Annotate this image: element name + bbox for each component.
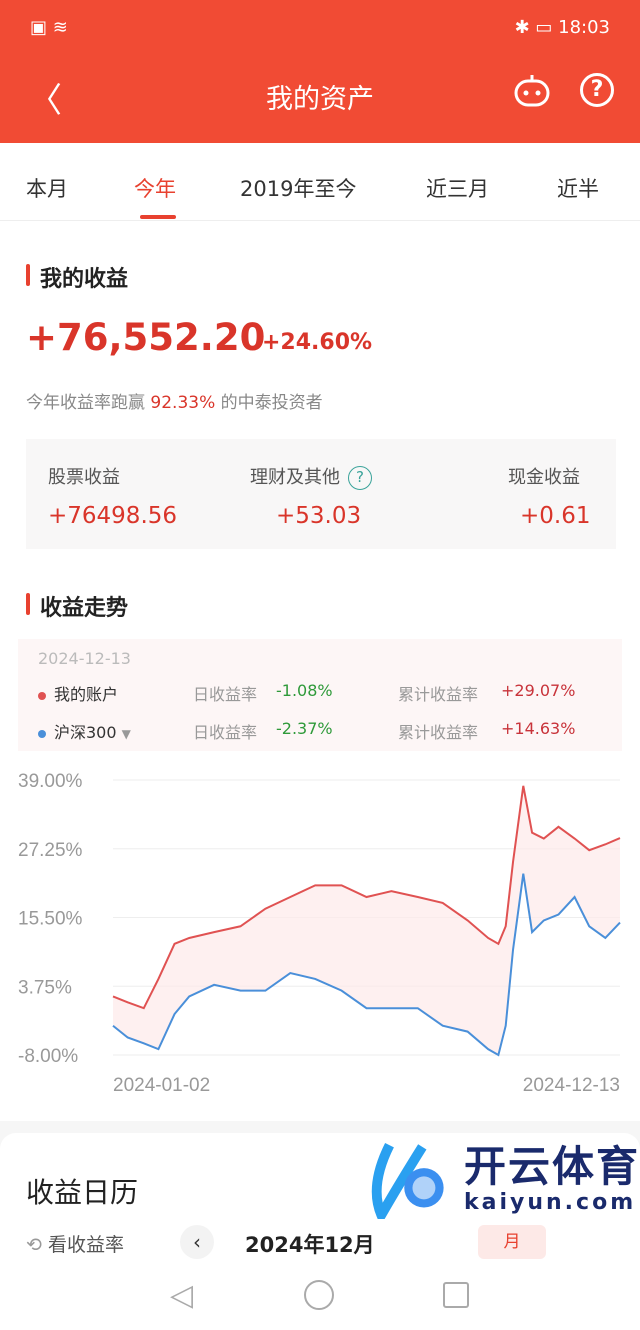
earnings-card: 我的收益 +76,552.20 +24.60% 今年收益率跑赢 92.33% 的…: [0, 221, 640, 1121]
daily-value: -2.37%: [276, 719, 333, 738]
earnings-percent: +24.60%: [262, 330, 373, 355]
tab-this-month[interactable]: 本月: [26, 177, 68, 201]
cash-value: +0.61: [520, 503, 591, 529]
legend-my-account: 我的账户: [38, 681, 118, 705]
x-tick-label: 2024-01-02: [113, 1075, 210, 1096]
calendar-month: 2024年12月: [245, 1233, 375, 1257]
refresh-icon: ⟲: [26, 1234, 42, 1256]
help-button[interactable]: ?: [580, 73, 614, 107]
y-tick-label: 39.00%: [18, 771, 83, 792]
stock-value: +76498.56: [48, 503, 178, 529]
stock-label: 股票收益: [48, 467, 120, 488]
daily-label: 日收益率: [193, 685, 258, 704]
cum-value: +29.07%: [501, 681, 576, 700]
toggle-rate-button[interactable]: ⟲ 看收益率: [26, 1234, 124, 1256]
nav-back-icon[interactable]: ◁: [170, 1278, 194, 1313]
spread-area: [113, 785, 620, 1055]
beat-text: 今年收益率跑赢 92.33% 的中泰投资者: [26, 393, 323, 413]
period-tabs: 本月 今年 2019年至今 近三月 近半: [0, 143, 640, 221]
cum-label: 累计收益率: [398, 723, 479, 742]
section-title-earnings: 我的收益: [26, 261, 128, 293]
y-tick-label: 27.25%: [18, 840, 83, 861]
cash-label: 现金收益: [508, 467, 580, 488]
tab-3-months[interactable]: 近三月: [426, 177, 489, 201]
nav-home-icon[interactable]: [304, 1280, 334, 1310]
prev-month-button[interactable]: ‹: [180, 1225, 214, 1259]
trend-chart[interactable]: 39.00% 27.25% 15.50% 3.75% -8.00% 2024-01-02 2…: [0, 761, 640, 1101]
wealth-label: 理财及其他: [250, 467, 340, 488]
daily-value: -1.08%: [276, 681, 333, 700]
total-earnings: +76,552.20: [26, 316, 266, 359]
tab-since-2019[interactable]: 2019年至今: [240, 177, 357, 201]
series-line-0: [112, 785, 621, 1010]
y-tick-label: 15.50%: [18, 909, 83, 930]
battery-icon: ✱ ▭: [514, 17, 559, 38]
y-tick-label: -8.00%: [18, 1046, 78, 1067]
x-tick-label: 2024-12-13: [523, 1075, 620, 1096]
y-tick-label: 3.75%: [18, 977, 72, 998]
legend-benchmark-selector[interactable]: 沪深300 ▼: [38, 719, 131, 743]
robot-icon[interactable]: [512, 71, 552, 111]
wealth-value: +53.03: [276, 503, 362, 529]
clock: 18:03: [558, 17, 610, 38]
chevron-left-icon[interactable]: 〈: [28, 81, 62, 121]
tab-half-year[interactable]: 近半: [557, 177, 599, 201]
dropdown-triangle-icon: ▼: [121, 727, 131, 741]
calendar-title: 收益日历: [26, 1176, 139, 1209]
watermark-url: kaiyun.com: [464, 1190, 637, 1215]
cum-value: +14.63%: [501, 719, 576, 738]
system-nav-bar: ◁: [0, 1270, 640, 1330]
series-line-1: [112, 873, 621, 1057]
active-tab-indicator: [140, 215, 176, 219]
sim-alert-icon: ▣ ≋: [30, 17, 68, 38]
earnings-breakdown: 股票收益 +76498.56 理财及其他? +53.03 现金收益 +0.61: [26, 439, 616, 549]
daily-label: 日收益率: [193, 723, 258, 742]
app-header: ▣ ≋ ✱ ▭ 18:03 〈 我的资产 ?: [0, 0, 640, 143]
status-bar: ▣ ≋ ✱ ▭ 18:03: [0, 0, 640, 55]
section-title-trend: 收益走势: [26, 590, 128, 622]
cum-label: 累计收益率: [398, 685, 479, 704]
page-title: 我的资产: [266, 84, 374, 115]
legend-date: 2024-12-13: [38, 649, 131, 668]
chart-legend: 2024-12-13 我的账户 日收益率 -1.08% 累计收益率 +29.07…: [18, 639, 622, 751]
month-mode-button[interactable]: 月: [478, 1225, 546, 1259]
watermark-logo: 开云体育 kaiyun.com: [360, 1137, 640, 1219]
help-icon[interactable]: ?: [348, 466, 372, 490]
tab-this-year[interactable]: 今年: [134, 177, 176, 201]
nav-recent-icon[interactable]: [443, 1282, 469, 1308]
watermark-text: 开云体育: [464, 1142, 640, 1191]
